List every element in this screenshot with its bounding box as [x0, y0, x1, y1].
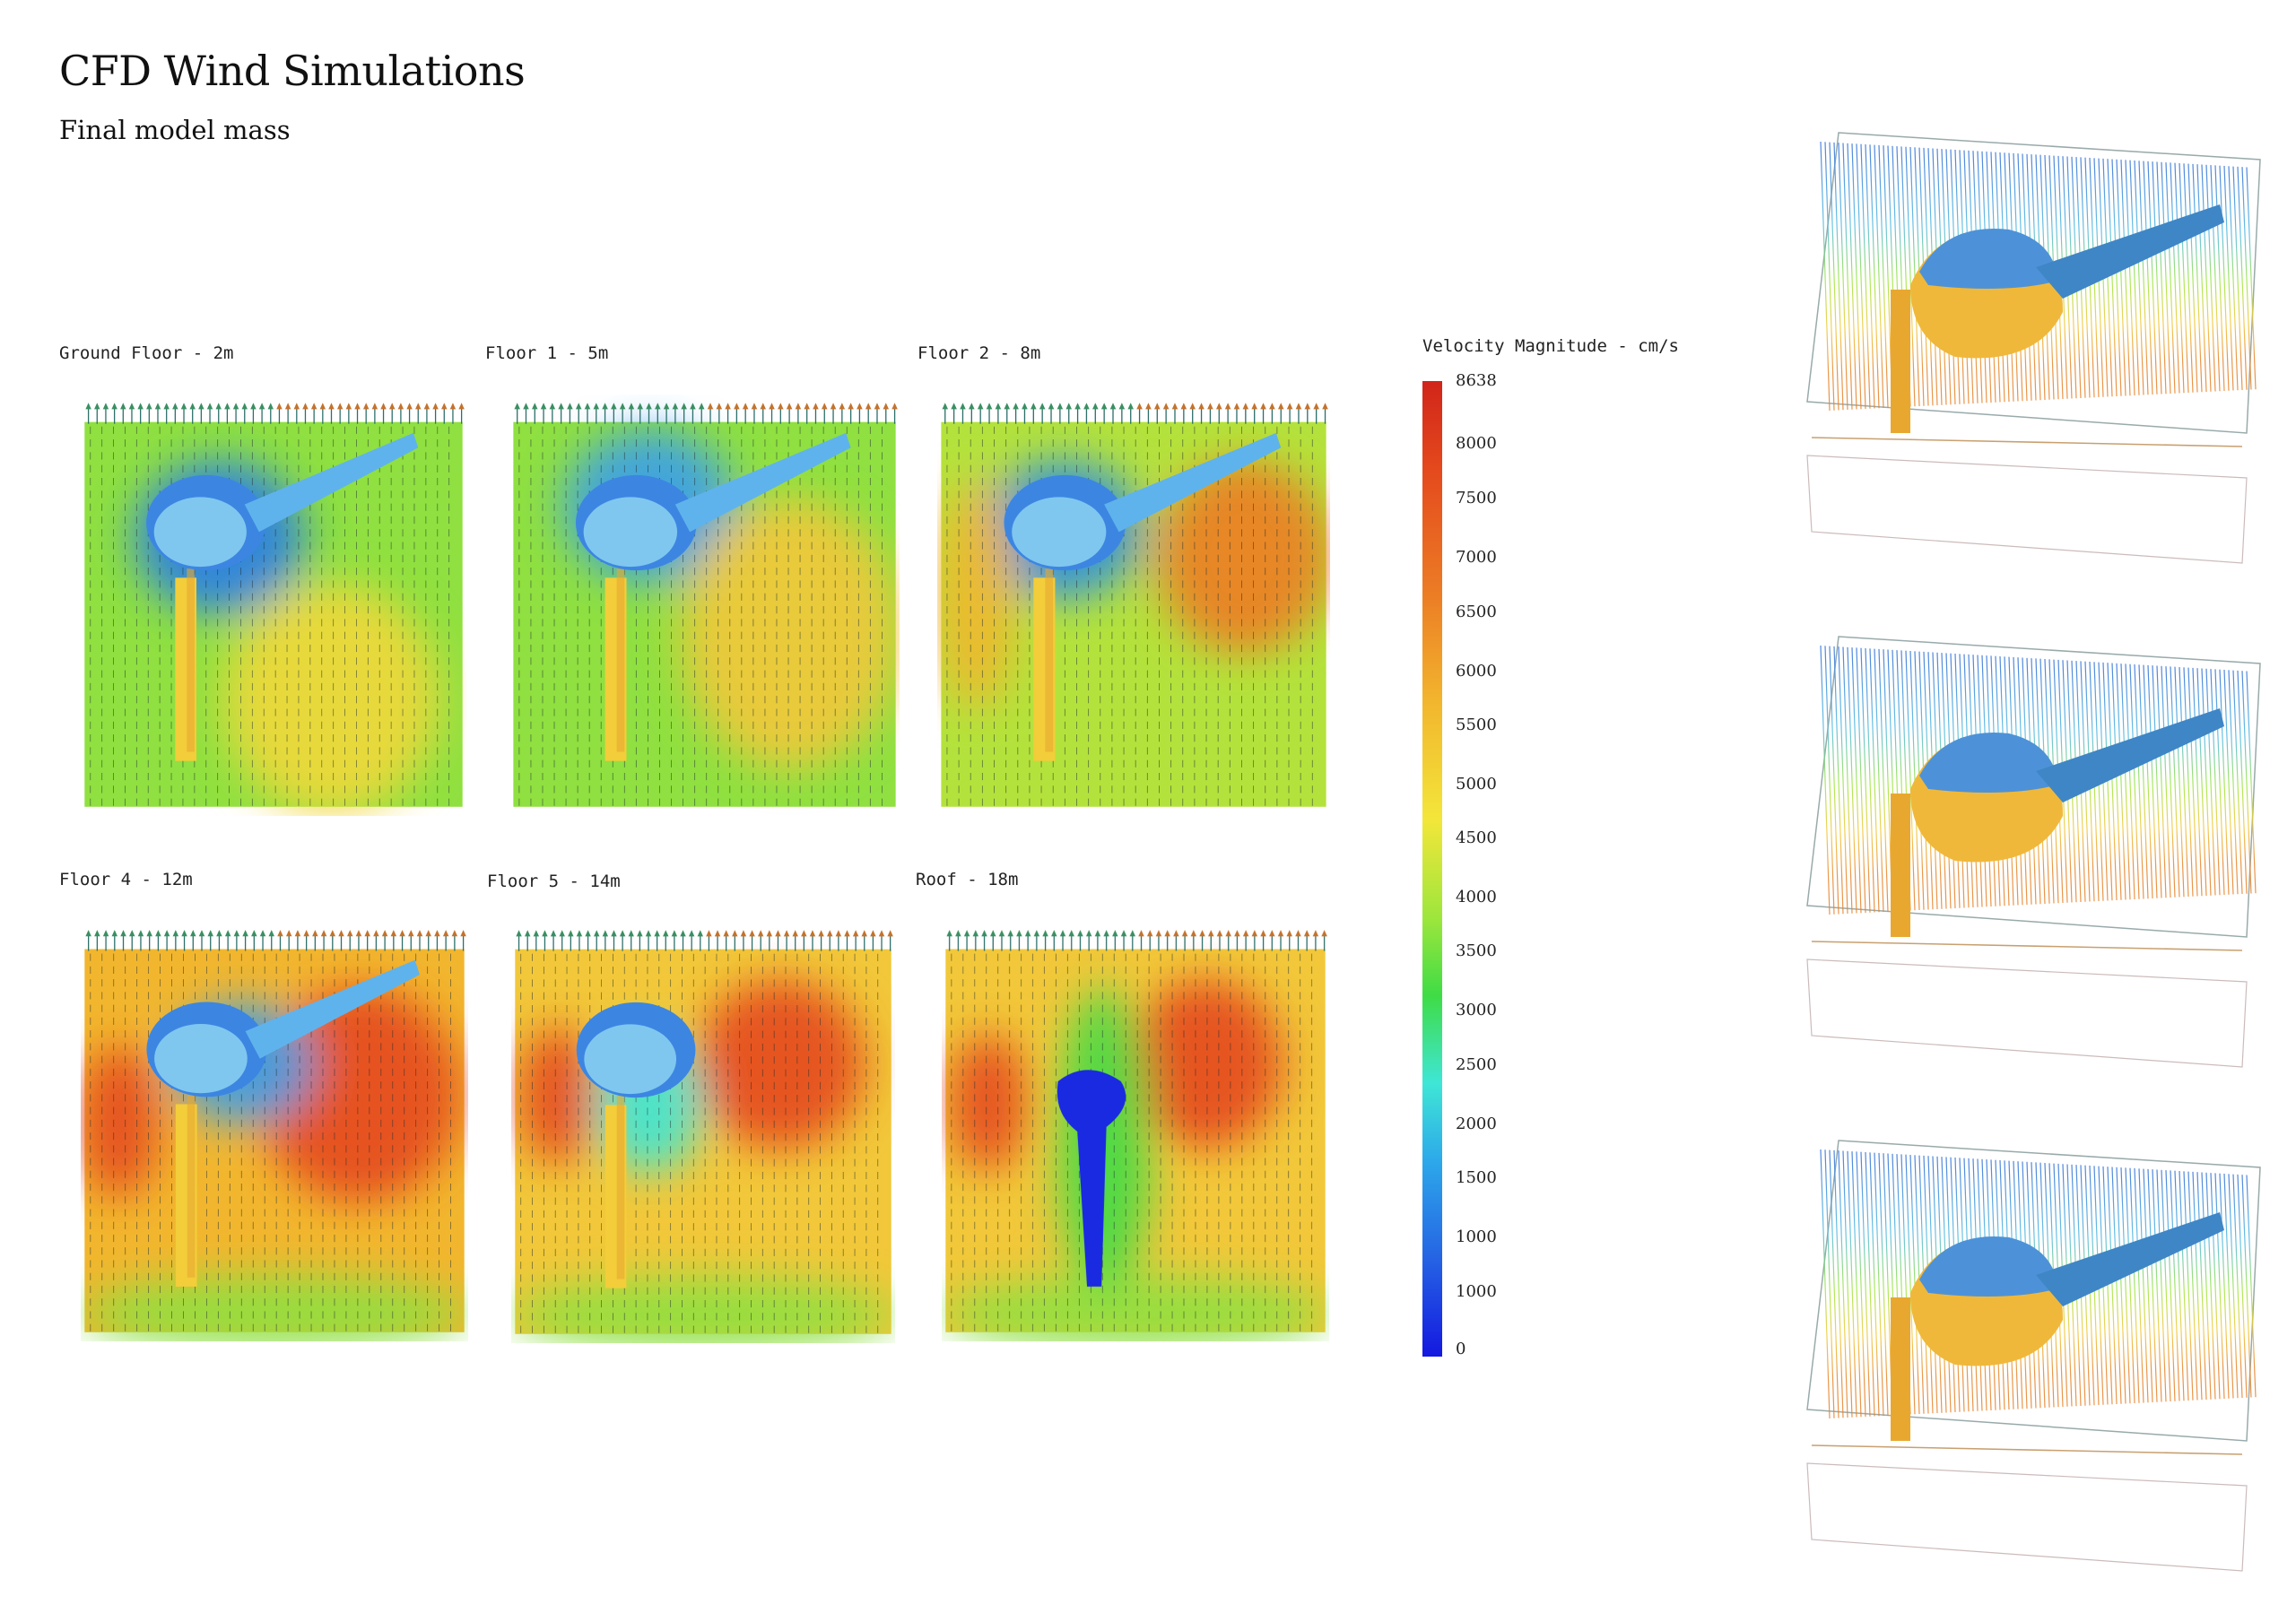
- building-mass: [146, 959, 420, 1287]
- cfd-panel-ground-floor: [81, 395, 466, 816]
- 3d-view-bottom: [1794, 1132, 2269, 1584]
- panel-label-roof: Roof - 18m: [916, 870, 1019, 889]
- building-mass: [146, 432, 419, 761]
- building-3d: [1806, 708, 2248, 1068]
- legend-tick-label: 1000: [1456, 1282, 1497, 1301]
- 3d-view-top: [1794, 124, 2269, 577]
- building-3d: [1806, 1212, 2248, 1572]
- inlet-arrows: [942, 403, 1328, 424]
- legend-tick-label: 8638: [1456, 371, 1497, 390]
- legend-tick-label: 5500: [1456, 716, 1497, 734]
- inlet-arrows: [946, 930, 1327, 951]
- panel-label-floor-5: Floor 5 - 14m: [487, 872, 621, 891]
- legend-tick-label: 7500: [1456, 489, 1497, 507]
- streamlines: [1820, 1149, 2257, 1419]
- legend-tick-label: 1500: [1456, 1168, 1497, 1187]
- legend-tick-label: 6000: [1456, 662, 1497, 681]
- legend-tick-label: 0: [1456, 1340, 1466, 1358]
- legend-tick-label: 5000: [1456, 775, 1497, 794]
- streamlines: [1820, 645, 2257, 915]
- panel-label-floor-1: Floor 1 - 5m: [485, 343, 609, 363]
- building-mass: [1004, 432, 1282, 761]
- building-mass: [576, 1002, 696, 1288]
- legend-tick-label: 4500: [1456, 828, 1497, 847]
- legend-tick-label: 8000: [1456, 434, 1497, 453]
- building-mass: [1057, 1070, 1126, 1287]
- cfd-panel-floor-1: [509, 395, 900, 816]
- streamlines: [1820, 141, 2257, 412]
- cfd-panel-floor-4: [81, 922, 468, 1341]
- inlet-arrows: [516, 930, 893, 951]
- building-3d: [1806, 204, 2248, 564]
- velocity-colorbar: [1422, 381, 1442, 1357]
- panel-label-floor-2: Floor 2 - 8m: [918, 343, 1041, 363]
- domain-box: [1806, 132, 2261, 434]
- legend-tick-label: 1000: [1456, 1227, 1497, 1246]
- inlet-arrows: [85, 403, 465, 424]
- building-mass: [575, 432, 851, 761]
- legend-tick-label: 2000: [1456, 1115, 1497, 1133]
- panel-label-ground-floor: Ground Floor - 2m: [59, 343, 234, 363]
- page-subtitle: Final model mass: [59, 115, 291, 145]
- legend-tick-label: 4000: [1456, 888, 1497, 906]
- cfd-panel-roof: [942, 922, 1329, 1341]
- legend-tick-label: 7000: [1456, 548, 1497, 567]
- inlet-arrows: [514, 403, 898, 424]
- velocity-arrows: [951, 953, 1312, 1331]
- inlet-arrows: [85, 930, 466, 951]
- domain-box: [1806, 636, 2261, 938]
- velocity-arrows: [520, 953, 879, 1333]
- panel-label-floor-4: Floor 4 - 12m: [59, 870, 193, 889]
- 3d-view-middle: [1794, 628, 2269, 1080]
- legend-title: Velocity Magnitude - cm/s: [1422, 336, 1679, 356]
- cfd-panel-floor-5: [511, 922, 895, 1343]
- legend-tick-label: 3000: [1456, 1001, 1497, 1019]
- cfd-panel-floor-2: [937, 395, 1330, 816]
- page-title: CFD Wind Simulations: [59, 47, 526, 95]
- legend-tick-label: 6500: [1456, 603, 1497, 621]
- legend-tick-label: 3500: [1456, 941, 1497, 960]
- domain-box: [1806, 1140, 2261, 1442]
- legend-tick-label: 2500: [1456, 1055, 1497, 1074]
